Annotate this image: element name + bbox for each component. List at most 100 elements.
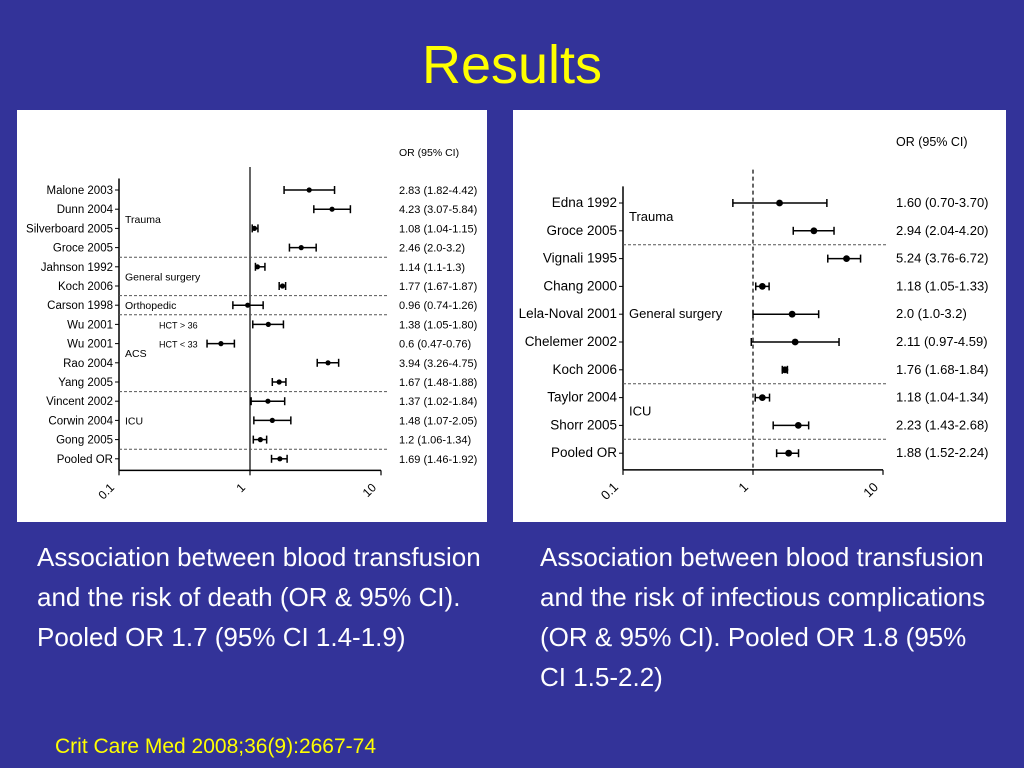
- study-label: Chelemer 2002: [525, 334, 617, 349]
- x-tick-label: 0.1: [598, 479, 621, 502]
- odds-ratio-point: [298, 245, 304, 251]
- study-label: Carson 1998: [47, 300, 113, 312]
- or-ci-value: 1.2 (1.06-1.34): [399, 435, 471, 447]
- or-ci-value: 2.46 (2.0-3.2): [399, 243, 465, 255]
- odds-ratio-point: [279, 283, 286, 289]
- study-label: Corwin 2004: [48, 415, 113, 427]
- or-ci-value: 1.77 (1.67-1.87): [399, 281, 477, 293]
- odds-ratio-point: [306, 187, 312, 193]
- odds-ratio-point: [245, 302, 251, 308]
- odds-ratio-point: [269, 417, 275, 423]
- group-label: Trauma: [629, 209, 674, 224]
- study-label: Shorr 2005: [550, 417, 617, 432]
- forest-plot-infection-svg: OR (95% CI) 0.1 1 10 Trauma General surgery IC…: [519, 135, 989, 503]
- slide-title: Results: [421, 35, 603, 95]
- odds-ratio-point: [794, 422, 802, 429]
- caption-mortality: Association between blood transfusion an…: [37, 542, 481, 652]
- group-label: General surgery: [629, 306, 723, 321]
- odds-ratio-point: [329, 206, 335, 212]
- study-label: Yang 2005: [58, 377, 113, 389]
- study-label: Vignali 1995: [543, 251, 617, 266]
- study-label: Koch 2006: [552, 362, 617, 377]
- study-label: Malone 2003: [47, 185, 114, 197]
- study-label: Silverboard 2005: [26, 223, 113, 235]
- study-label: Wu 2001: [67, 319, 113, 331]
- odds-ratio-point: [277, 456, 283, 462]
- odds-ratio-point: [785, 449, 793, 457]
- caption-infection: Association between blood transfusion an…: [540, 542, 986, 692]
- odds-ratio-point: [265, 398, 271, 404]
- study-label: Pooled OR: [551, 445, 617, 460]
- odds-ratio-point: [257, 437, 263, 443]
- or-ci-value: 1.60 (0.70-3.70): [896, 195, 989, 210]
- x-tick-label: 1: [735, 479, 751, 495]
- odds-ratio-point: [788, 310, 796, 318]
- x-tick-label: 10: [860, 479, 881, 500]
- odds-ratio-point: [265, 321, 271, 327]
- odds-ratio-point: [254, 264, 261, 270]
- or-ci-value: 1.88 (1.52-2.24): [896, 445, 989, 460]
- study-label: Lela-Noval 2001: [519, 306, 617, 321]
- or-ci-value: 3.94 (3.26-4.75): [399, 358, 477, 370]
- or-ci-value: 2.94 (2.04-4.20): [896, 223, 989, 238]
- group-label: ICU: [629, 404, 651, 419]
- x-tick-label: 1: [233, 480, 248, 495]
- or-ci-value: 1.76 (1.68-1.84): [896, 362, 989, 377]
- x-tick-label: 0.1: [95, 480, 117, 502]
- or-ci-value: 1.37 (1.02-1.84): [399, 396, 477, 408]
- odds-ratio-point: [758, 394, 766, 401]
- or-ci-value: 2.0 (1.0-3.2): [896, 306, 967, 321]
- group-label: Orthopedic: [125, 300, 176, 312]
- study-label: Edna 1992: [552, 195, 617, 210]
- subgroup-label: HCT > 36: [159, 320, 198, 330]
- x-tick-label: 10: [360, 480, 380, 500]
- or-ci-value: 2.83 (1.82-4.42): [399, 185, 477, 197]
- or-ci-value: 2.23 (1.43-2.68): [896, 417, 989, 432]
- forest-plot-infection: OR (95% CI) 0.1 1 10 Trauma General surgery IC…: [513, 110, 1006, 522]
- group-label: Trauma: [125, 214, 161, 226]
- or-ci-value: 1.69 (1.46-1.92): [399, 454, 477, 466]
- odds-ratio-point: [781, 366, 789, 374]
- or-ci-value: 1.67 (1.48-1.88): [399, 377, 477, 389]
- study-label: Pooled OR: [57, 454, 113, 466]
- study-label: Groce 2005: [53, 243, 113, 255]
- or-ci-header: OR (95% CI): [896, 135, 968, 149]
- group-label: General surgery: [125, 271, 201, 283]
- study-label: Jahnson 1992: [41, 262, 113, 274]
- forest-plot-mortality: OR (95% CI) 0.1 1 10 Trauma General surgery Or…: [17, 110, 487, 522]
- odds-ratio-point: [791, 338, 799, 346]
- forest-plot-mortality-svg: OR (95% CI) 0.1 1 10 Trauma General surgery Or…: [26, 147, 477, 502]
- group-label: ACS: [125, 348, 147, 360]
- study-label: Koch 2006: [58, 281, 113, 293]
- citation: Crit Care Med 2008;36(9):2667-74: [55, 735, 377, 758]
- group-label: ICU: [125, 415, 143, 427]
- or-ci-value: 1.38 (1.05-1.80): [399, 319, 477, 331]
- study-label: Taylor 2004: [547, 390, 617, 405]
- study-label: Chang 2000: [543, 278, 617, 293]
- or-ci-value: 4.23 (3.07-5.84): [399, 204, 477, 216]
- odds-ratio-point: [810, 227, 818, 235]
- odds-ratio-point: [218, 341, 224, 347]
- or-ci-value: 1.14 (1.1-1.3): [399, 262, 465, 274]
- or-ci-value: 1.08 (1.04-1.15): [399, 223, 477, 235]
- or-ci-value: 0.96 (0.74-1.26): [399, 300, 477, 312]
- or-ci-value: 1.18 (1.04-1.34): [896, 390, 989, 405]
- study-label: Groce 2005: [546, 223, 617, 238]
- study-label: Vincent 2002: [46, 396, 113, 408]
- or-ci-value: 0.6 (0.47-0.76): [399, 339, 471, 351]
- or-ci-value: 2.11 (0.97-4.59): [896, 334, 988, 349]
- odds-ratio-point: [325, 360, 331, 366]
- study-label: Dunn 2004: [57, 204, 114, 216]
- odds-ratio-point: [843, 255, 850, 262]
- odds-ratio-point: [776, 199, 783, 207]
- or-ci-value: 1.18 (1.05-1.33): [896, 278, 989, 293]
- or-ci-header: OR (95% CI): [399, 147, 459, 159]
- study-label: Gong 2005: [56, 435, 113, 447]
- study-label: Rao 2004: [63, 358, 113, 370]
- subgroup-label: HCT < 33: [159, 340, 198, 350]
- odds-ratio-point: [251, 225, 257, 231]
- study-label: Wu 2001: [67, 339, 113, 351]
- or-ci-value: 1.48 (1.07-2.05): [399, 415, 477, 427]
- odds-ratio-point: [758, 283, 766, 290]
- or-ci-value: 5.24 (3.76-6.72): [896, 251, 989, 266]
